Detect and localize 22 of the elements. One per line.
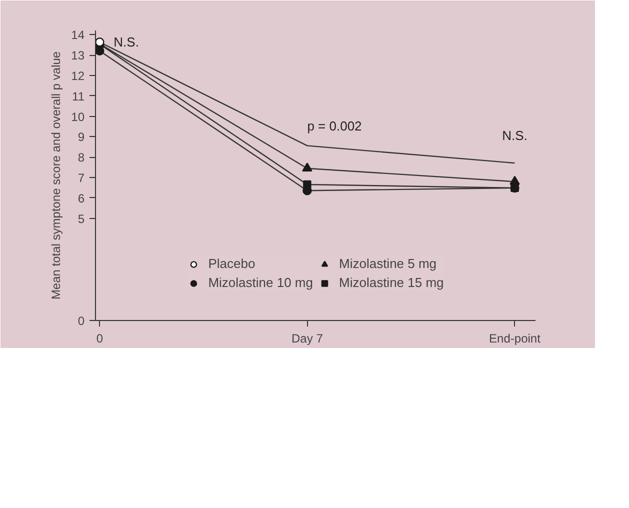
legend-label: Mizolastine 15 mg — [339, 275, 444, 290]
y-tick-label: 7 — [78, 171, 85, 186]
y-tick-label: 0 — [78, 314, 85, 328]
annotation: p = 0.002 — [307, 118, 362, 134]
x-tick-label: 0 — [96, 332, 104, 346]
legend-label: Mizolastine 10 mg — [208, 275, 313, 290]
y-axis-title: Mean total symptone score and overall p value — [49, 51, 64, 300]
x-tick-label: Day 7 — [292, 332, 324, 346]
y-tick-label: 8 — [78, 150, 85, 165]
y-tick-label: 10 — [71, 110, 85, 124]
y-tick-label: 9 — [78, 130, 85, 144]
y-tick-label: 13 — [71, 48, 85, 63]
annotation: N.S. — [114, 34, 139, 50]
y-tick-label: 14 — [71, 28, 85, 42]
y-tick-label: 11 — [72, 89, 85, 104]
legend-label: Mizolastine 5 mg — [339, 256, 437, 271]
legend-label: Placebo — [208, 256, 256, 271]
x-tick-label: End-point — [489, 332, 542, 346]
y-tick-label: 5 — [78, 212, 85, 226]
annotation: N.S. — [502, 128, 528, 144]
y-tick-label: 6 — [78, 191, 85, 206]
y-tick-label: 12 — [71, 68, 85, 83]
